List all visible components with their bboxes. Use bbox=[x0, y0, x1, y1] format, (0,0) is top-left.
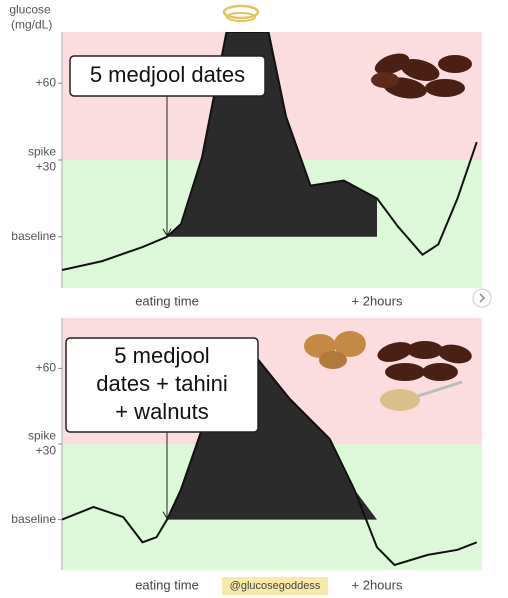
callout-text: 5 medjool bbox=[114, 343, 209, 368]
halo bbox=[222, 4, 260, 20]
tahini-spoon-image bbox=[380, 380, 463, 411]
y-tick-label: +60 bbox=[36, 361, 57, 375]
y-tick-label: baseline bbox=[11, 229, 56, 243]
halo bbox=[226, 12, 256, 22]
callout-box bbox=[69, 55, 266, 97]
dates-image bbox=[371, 53, 472, 99]
y-tick-label: spike +30 bbox=[28, 429, 56, 458]
walnuts-image bbox=[304, 331, 366, 369]
callout-text: 5 medjool dates bbox=[90, 62, 245, 87]
callout-arrowhead bbox=[162, 228, 172, 237]
y-tick-label: baseline bbox=[11, 512, 56, 526]
y-axis-label: glucose (mg/dL) bbox=[8, 3, 53, 32]
callout-box bbox=[65, 337, 259, 433]
glucose-curve bbox=[62, 32, 478, 272]
y-tick-label: spike +30 bbox=[28, 145, 56, 174]
y-tick-label: +60 bbox=[36, 75, 57, 89]
watermark-bg bbox=[222, 577, 328, 595]
callout-text: dates + tahini bbox=[96, 371, 227, 396]
x-tick-label: + 2hours bbox=[352, 293, 403, 308]
carousel-next[interactable] bbox=[472, 288, 492, 308]
watermark: @glucosegoddess bbox=[230, 580, 321, 592]
dates-image bbox=[377, 341, 472, 381]
callout-arrowhead bbox=[162, 511, 172, 520]
carousel-arrow bbox=[479, 293, 486, 303]
x-tick-label: eating time bbox=[135, 293, 199, 308]
x-tick-label: + 2hours bbox=[352, 577, 403, 592]
x-tick-label: eating time bbox=[135, 577, 199, 592]
callout-text: + walnuts bbox=[115, 399, 209, 424]
